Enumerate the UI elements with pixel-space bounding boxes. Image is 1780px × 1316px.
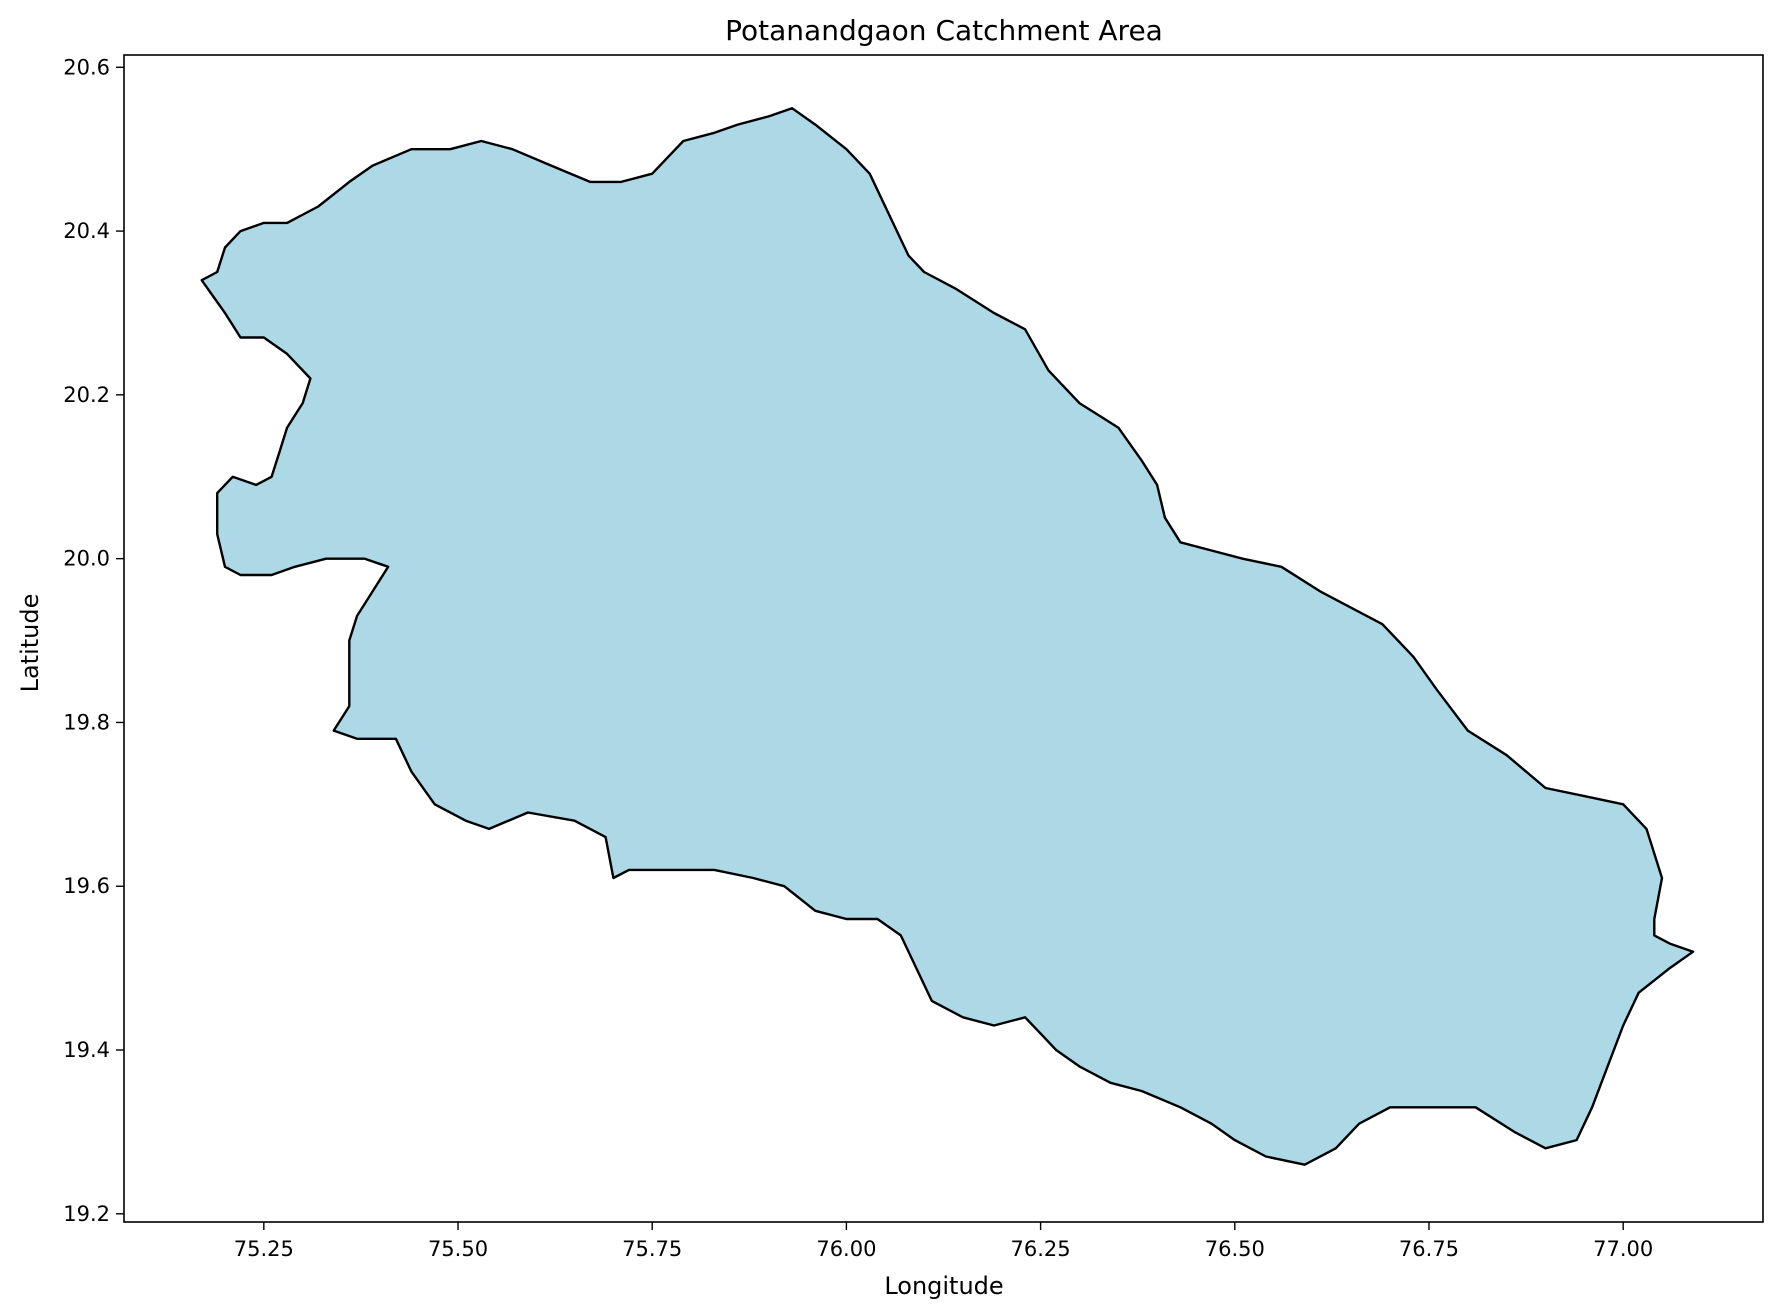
x-tick-label: 75.25	[234, 1237, 294, 1261]
y-tick-label: 19.4	[63, 1038, 110, 1062]
y-tick-label: 20.4	[63, 219, 110, 243]
x-tick-label: 77.00	[1593, 1237, 1653, 1261]
y-tick-label: 20.6	[63, 55, 110, 79]
x-axis-ticks: 75.25 75.50 75.75 76.00 76.25 76.50 76.75 77.00	[234, 1222, 1653, 1261]
x-tick-label: 76.00	[816, 1237, 876, 1261]
plot-frame	[123, 54, 1764, 1223]
x-tick-label: 75.50	[428, 1237, 488, 1261]
x-axis-label: Longitude	[884, 1272, 1003, 1300]
y-tick-label: 19.8	[63, 710, 110, 734]
y-tick-label: 19.6	[63, 874, 110, 898]
y-tick-label: 19.2	[63, 1202, 110, 1226]
x-tick-label: 76.50	[1205, 1237, 1265, 1261]
y-axis-label: Latitude	[16, 594, 44, 693]
x-tick-label: 75.75	[622, 1237, 682, 1261]
y-axis-ticks: 19.2 19.4 19.6 19.8 20.0 20.2 20.4 20.6	[63, 55, 124, 1226]
y-tick-label: 20.2	[63, 383, 110, 407]
plot-layer	[200, 106, 1695, 1166]
catchment-boundary	[200, 106, 1695, 1166]
x-tick-label: 76.25	[1011, 1237, 1071, 1261]
chart-title: Potanandgaon Catchment Area	[725, 14, 1163, 47]
y-tick-label: 20.0	[63, 547, 110, 571]
x-tick-label: 76.75	[1399, 1237, 1459, 1261]
